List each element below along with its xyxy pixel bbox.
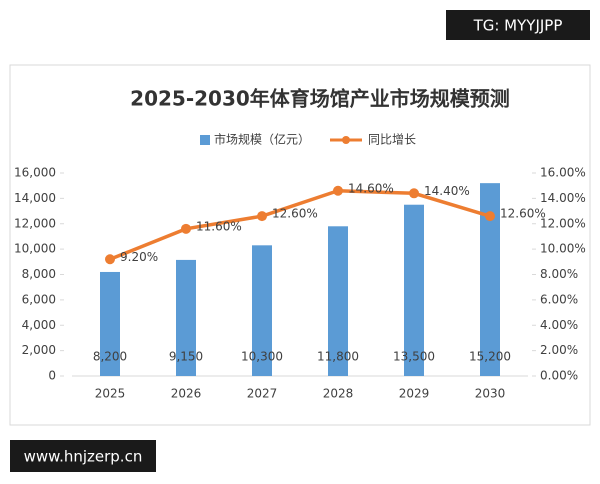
legend-swatch <box>200 135 210 145</box>
y-tick-label: 14,000 <box>14 191 56 205</box>
y-tick-label: 4,000 <box>22 318 56 332</box>
line-marker <box>333 185 343 196</box>
x-tick-label: 2025 <box>95 387 126 401</box>
y-tick-label: 16,000 <box>14 166 56 180</box>
y2-tick-label: 8.00% <box>540 267 578 281</box>
y-tick-label: 6,000 <box>22 292 56 306</box>
line-value-label: 14.40% <box>424 184 470 198</box>
y2-tick-label: 2.00% <box>540 343 578 357</box>
line-marker <box>105 254 115 265</box>
x-tick-label: 2027 <box>247 387 278 401</box>
header-tag: TG: MYYJJPP <box>473 17 563 35</box>
bar-value-label: 13,500 <box>393 350 435 364</box>
legend-label: 市场规模（亿元） <box>214 132 310 147</box>
y2-tick-label: 14.00% <box>540 191 586 205</box>
x-tick-label: 2026 <box>171 387 202 401</box>
y-tick-label: 2,000 <box>22 343 56 357</box>
y2-tick-label: 10.00% <box>540 242 586 256</box>
line-marker <box>485 211 495 222</box>
bar <box>176 259 196 376</box>
bar-value-label: 10,300 <box>241 350 283 364</box>
x-tick-label: 2029 <box>399 387 430 401</box>
footer-url: www.hnjzerp.cn <box>24 448 143 466</box>
y2-tick-label: 12.00% <box>540 216 586 230</box>
y-tick-label: 10,000 <box>14 242 56 256</box>
legend-swatch <box>342 136 350 144</box>
line <box>109 189 491 261</box>
line-value-label: 12.60% <box>500 207 546 221</box>
line-marker <box>257 211 267 222</box>
y2-tick-label: 0.00% <box>540 369 578 383</box>
y-tick-label: 8,000 <box>22 267 56 281</box>
y-tick-label: 0 <box>48 369 56 383</box>
bar <box>480 183 500 376</box>
url-box <box>10 440 156 472</box>
bar-value-label: 11,800 <box>317 350 359 364</box>
y2-tick-label: 4.00% <box>540 318 578 332</box>
y2-tick-label: 6.00% <box>540 292 578 306</box>
line-marker <box>181 223 191 234</box>
x-tick-label: 2030 <box>475 387 506 401</box>
bar <box>252 245 272 376</box>
line-value-label: 12.60% <box>272 207 318 221</box>
bar <box>328 226 348 376</box>
line-value-label: 9.20% <box>120 250 158 264</box>
line-marker <box>409 188 419 199</box>
bar-value-label: 8,200 <box>93 350 127 364</box>
line-value-label: 14.60% <box>348 181 394 195</box>
bar <box>100 271 120 376</box>
legend-label: 同比增长 <box>368 133 416 147</box>
x-tick-label: 2028 <box>323 387 354 401</box>
y-tick-label: 12,000 <box>14 216 56 230</box>
tag-box <box>446 10 590 40</box>
line-value-label: 11.60% <box>196 219 242 233</box>
bar-value-label: 15,200 <box>469 350 511 364</box>
chart-frame <box>9 64 591 426</box>
bar <box>404 204 424 376</box>
y2-tick-label: 16.00% <box>540 166 586 180</box>
chart-title: 2025-2030年体育场馆产业市场规模预测 <box>130 87 510 111</box>
bar-value-label: 9,150 <box>169 350 203 364</box>
